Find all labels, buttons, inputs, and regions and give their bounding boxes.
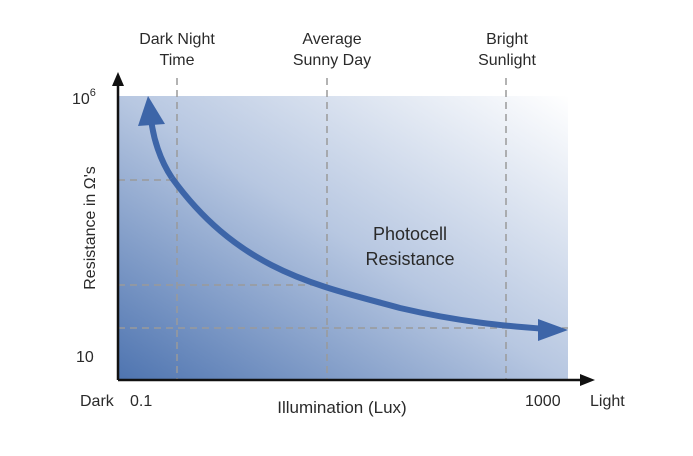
x-tick-max: 1000 bbox=[525, 393, 561, 410]
x-axis-title: Illumination (Lux) bbox=[277, 398, 406, 417]
chart-area-fill bbox=[118, 96, 568, 380]
ref-label-bright-line1: Bright bbox=[486, 31, 528, 48]
x-tick-min: 0.1 bbox=[130, 393, 152, 410]
y-axis-title: Resistance in Ω's bbox=[82, 166, 99, 290]
curve-arrowhead-right bbox=[538, 319, 568, 341]
series-label-line2: Resistance bbox=[365, 249, 454, 269]
series-label-line1: Photocell bbox=[373, 224, 447, 244]
y-tick-bottom: 10 bbox=[76, 349, 94, 366]
y-tick-top: 106 bbox=[72, 87, 96, 108]
ref-label-dark-night-line1: Dark Night bbox=[139, 31, 215, 48]
ref-label-bright-line2: Sunlight bbox=[478, 52, 536, 69]
x-axis-arrow bbox=[580, 374, 595, 386]
series-curve-photocell bbox=[169, 176, 547, 332]
y-axis-arrow bbox=[112, 72, 124, 86]
y-tick-top-exponent: 6 bbox=[90, 87, 96, 99]
curve-arrowhead-top bbox=[138, 96, 165, 126]
ref-label-dark-night-line2: Time bbox=[160, 52, 195, 69]
x-end-label-light: Light bbox=[590, 393, 625, 410]
ref-label-average-line1: Average bbox=[302, 31, 361, 48]
x-end-label-dark: Dark bbox=[80, 393, 115, 410]
ref-label-average-line2: Sunny Day bbox=[293, 52, 371, 69]
